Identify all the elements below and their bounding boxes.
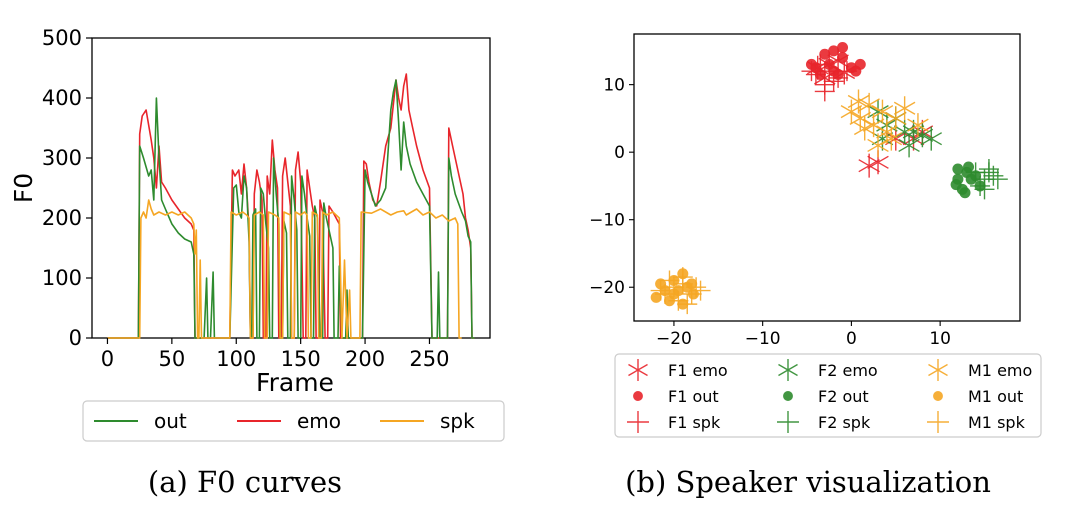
y-tick-label: 0: [614, 143, 625, 163]
legend-label-emo: emo: [297, 409, 341, 433]
point-m1-emo: [871, 99, 894, 124]
point-f1-out: [828, 45, 840, 57]
legend-marker-m1-out: [933, 391, 943, 401]
y-tick-label: 200: [42, 206, 82, 230]
f0-axis-ticks: 0 50 100 150 200 250 0 100 200 300 400 500: [42, 26, 450, 371]
y-tick-label: 100: [42, 266, 82, 290]
legend-label-m1-emo: M1 emo: [968, 361, 1032, 380]
point-f2-spk: [974, 179, 995, 200]
x-tick-label: 150: [281, 347, 321, 371]
point-f2-spk: [970, 175, 991, 196]
point-m1-emo: [853, 116, 876, 141]
point-m1-emo: [858, 92, 880, 117]
f0-series-group: [107, 73, 475, 339]
point-f1-spk: [814, 81, 835, 102]
x-tick-label: 50: [158, 347, 185, 371]
point-m1-emo: [893, 96, 916, 121]
legend-marker-f2-spk: [777, 411, 799, 433]
speaker-plot-frame: [633, 33, 1021, 322]
legend-marker-f1-spk: [627, 411, 649, 433]
legend-label-f1-emo: F1 emo: [668, 361, 728, 380]
point-m1-emo: [885, 106, 907, 131]
y-tick-label: 0: [69, 326, 82, 350]
series-line-spk: [107, 199, 462, 339]
point-f1-spk: [805, 64, 826, 85]
point-m1-spk: [650, 280, 671, 301]
y-tick-label: 500: [42, 26, 82, 50]
legend-marker-f1-emo: [628, 359, 648, 381]
speaker-legend: F1 emo F2 emo M1 emo F1 out F2 out M1 out F1 s…: [614, 353, 1042, 438]
point-f2-out: [963, 161, 975, 173]
point-m1-emo: [880, 126, 903, 151]
point-f2-emo: [920, 126, 943, 151]
x-tick-label: 200: [345, 347, 385, 371]
y-tick-label: 10: [603, 76, 625, 96]
legend-marker-m1-spk: [927, 411, 949, 433]
x-tick-label: 0: [101, 347, 114, 371]
f0-legend: out emo spk: [82, 400, 505, 442]
legend-label-spk: spk: [440, 409, 475, 433]
y-tick-label: −10: [589, 211, 625, 231]
point-f2-spk: [978, 162, 999, 183]
point-f2-emo: [898, 133, 920, 158]
point-m1-spk: [677, 294, 698, 315]
x-tick-label: −10: [745, 329, 781, 349]
legend-label-f1-out: F1 out: [668, 387, 719, 406]
point-m1-spk: [672, 267, 693, 288]
point-m1-spk: [686, 277, 707, 298]
legend-marker-m1-emo: [928, 359, 948, 381]
point-f1-spk: [810, 54, 831, 75]
point-f2-out: [950, 179, 962, 191]
speaker-caption: (b) Speaker visualization: [625, 465, 991, 499]
legend-label-f2-emo: F2 emo: [818, 361, 878, 380]
speaker-axis-ticks: −20 −10 0 10 10 0 −10 −20: [589, 76, 951, 349]
f0-xlabel: Frame: [256, 368, 334, 397]
legend-label-out: out: [154, 409, 187, 433]
point-m1-spk: [668, 290, 689, 311]
f0-curves-chart: 0 50 100 150 200 250 0 100 200 300 400 500 Frame F0…: [9, 26, 505, 499]
series-line-out: [107, 79, 475, 339]
x-tick-label: 100: [216, 347, 256, 371]
legend-marker-f1-out: [633, 391, 643, 401]
point-f1-out: [819, 48, 831, 60]
point-f1-out: [837, 52, 849, 64]
speaker-legend-box: [614, 353, 1042, 438]
point-m1-spk: [659, 270, 680, 291]
legend-label-f2-spk: F2 spk: [818, 413, 871, 432]
legend-label-f2-out: F2 out: [818, 387, 869, 406]
y-tick-label: 300: [42, 146, 82, 170]
speaker-series-group: [650, 42, 1008, 315]
point-f2-out: [952, 163, 964, 175]
point-f1-spk: [823, 71, 844, 92]
legend-marker-f2-out: [783, 391, 793, 401]
legend-label-f1-spk: F1 spk: [668, 413, 721, 432]
point-f1-emo: [858, 153, 880, 178]
x-tick-label: −20: [656, 329, 692, 349]
y-tick-label: −20: [589, 278, 625, 298]
legend-marker-f2-emo: [778, 359, 798, 381]
x-tick-label: 250: [409, 347, 449, 371]
point-m1-emo: [907, 113, 929, 138]
point-m1-emo: [867, 133, 889, 158]
f0-caption: (a) F0 curves: [148, 465, 342, 499]
y-tick-label: 400: [42, 86, 82, 110]
legend-label-m1-out: M1 out: [968, 387, 1023, 406]
f0-legend-box: [82, 400, 505, 442]
x-tick-label: 0: [846, 329, 857, 349]
f0-ylabel: F0: [9, 173, 38, 203]
legend-label-m1-spk: M1 spk: [968, 413, 1026, 432]
point-m1-spk: [690, 280, 711, 301]
point-m1-emo: [847, 89, 870, 114]
x-tick-label: 10: [929, 329, 951, 349]
point-f2-out: [959, 187, 971, 199]
point-f1-spk: [836, 61, 857, 82]
point-f1-out: [837, 42, 849, 54]
